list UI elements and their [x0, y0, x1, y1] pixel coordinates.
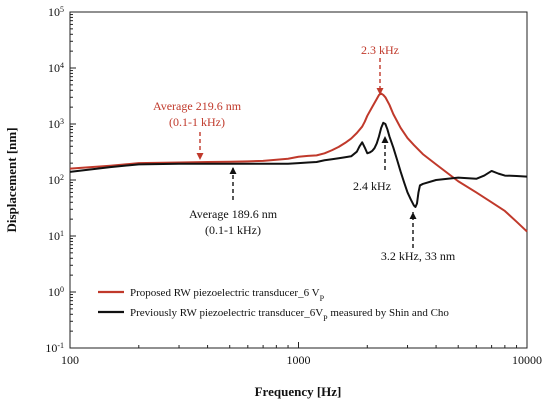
y-axis-label: Displacement [nm]: [4, 127, 19, 232]
y-tick-label: 101: [48, 229, 64, 244]
avg-previous-arrow-head: [229, 167, 237, 174]
legend-label-previous: Previously RW piezoelectric transducer_6…: [130, 307, 449, 323]
x-axis-label: Frequency [Hz]: [255, 384, 342, 399]
y-tick-label: 10-1: [45, 341, 64, 356]
series-layer: [69, 92, 528, 233]
legend-label-proposed: Proposed RW piezoelectric transducer_6 V…: [130, 287, 325, 303]
x-tick-label: 1000: [287, 353, 311, 367]
dip-previous-label: 3.2 kHz, 33 nm: [381, 249, 456, 263]
avg-proposed-range: (0.1-1 kHz): [169, 115, 225, 129]
y-tick-label: 104: [48, 61, 64, 76]
avg-previous-range: (0.1-1 kHz): [205, 223, 261, 237]
annotation-layer: Average 219.6 nm (0.1-1 kHz) 2.3 kHz Averag…: [153, 43, 456, 263]
x-tick-label: 10000: [512, 353, 542, 367]
avg-previous-label: Average 189.6 nm: [189, 207, 278, 221]
x-tick-label: 100: [61, 353, 79, 367]
avg-proposed-label: Average 219.6 nm: [153, 99, 242, 113]
y-tick-label: 103: [48, 117, 64, 132]
dip-previous-arrow-head: [409, 212, 417, 219]
series-line-0: [69, 92, 528, 233]
y-tick-label: 100: [48, 285, 64, 300]
peak-previous-label: 2.4 kHz: [353, 179, 391, 193]
legend: Proposed RW piezoelectric transducer_6 V…: [98, 287, 449, 323]
peak-proposed-arrow-head: [376, 88, 384, 95]
y-tick-label: 105: [48, 5, 64, 20]
peak-proposed-label: 2.3 kHz: [361, 43, 399, 57]
series-line-1: [69, 121, 528, 208]
peak-previous-arrow-head: [381, 136, 389, 143]
y-tick-label: 102: [48, 173, 64, 188]
avg-proposed-arrow-head: [196, 153, 204, 160]
